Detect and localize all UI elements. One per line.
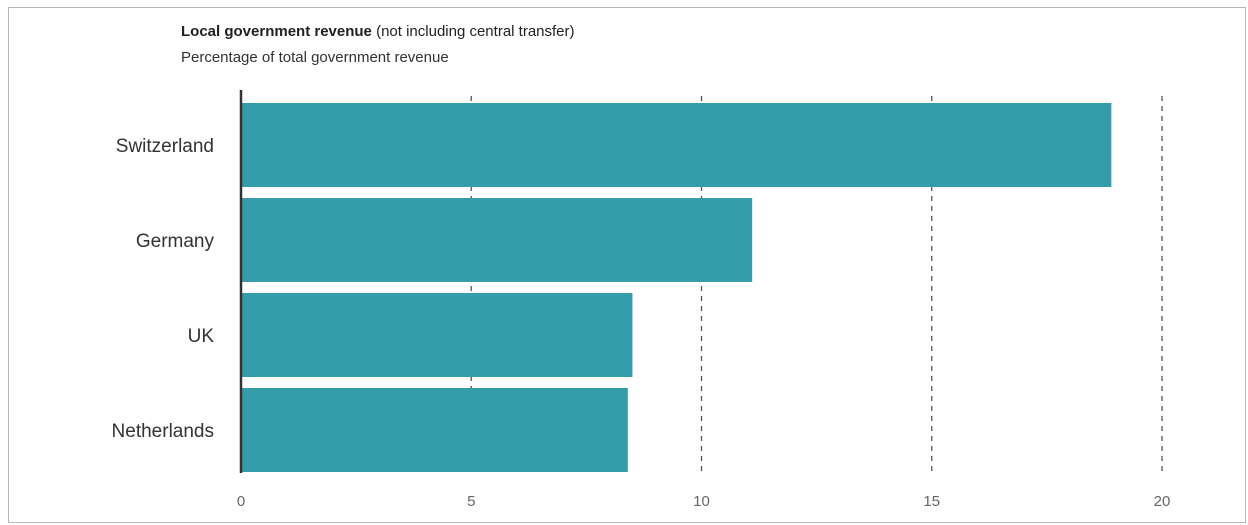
x-tick-label-20: 20 (1154, 493, 1171, 510)
bar-netherlands (241, 388, 628, 472)
category-label-germany: Germany (136, 231, 215, 252)
chart-title: Local government revenue (not including … (181, 23, 575, 40)
category-label-netherlands: Netherlands (112, 421, 214, 442)
bar-chart: 0 5 10 15 20SwitzerlandGermanyUKNetherlands … (112, 23, 1171, 510)
bars (241, 103, 1112, 472)
chart-subtitle: Percentage of total government revenue (181, 49, 449, 66)
x-tick-label-15: 15 (923, 493, 940, 510)
category-label-uk: UK (188, 326, 215, 347)
bar-switzerland (241, 103, 1112, 187)
chart-title-main: Local government revenue (181, 23, 372, 40)
axes: 0 5 10 15 20 Switzerland Germany UK Netherlands (112, 90, 1171, 510)
category-label-switzerland: Switzerland (116, 136, 214, 157)
x-tick-label-5: 5 (467, 493, 475, 510)
chart-title-suffix: (not including central transfer) (376, 23, 574, 40)
x-tick-label-0: 0 (237, 493, 245, 510)
bar-uk (241, 293, 633, 377)
x-tick-label-10: 10 (693, 493, 710, 510)
chart-frame: 0 5 10 15 20 Switzerland Germany UK Netherlands … (8, 7, 1246, 523)
bar-germany (241, 198, 753, 282)
